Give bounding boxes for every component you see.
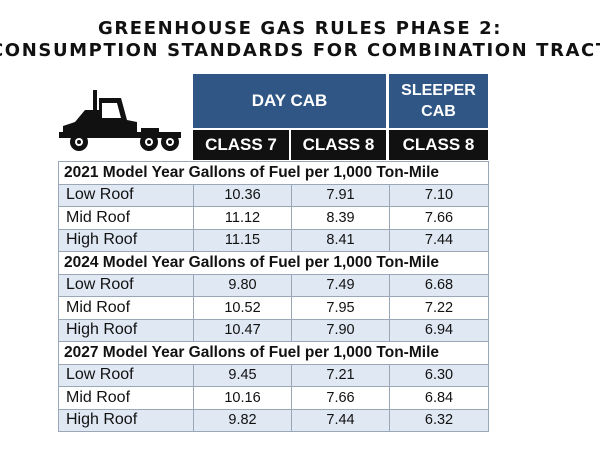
row-label: Mid Roof (58, 386, 194, 410)
header-class-8-day: CLASS 8 (291, 130, 386, 160)
semi-truck-icon (59, 90, 181, 151)
header-sleeper-cab: SLEEPER CAB (389, 74, 488, 128)
table-row: High Roof 11.15 8.41 7.44 (58, 228, 489, 252)
table-row: Low Roof 9.45 7.21 6.30 (58, 363, 489, 387)
row-label: Low Roof (58, 273, 194, 297)
row-label: Low Roof (58, 183, 194, 207)
row-label: Mid Roof (58, 206, 194, 230)
section-title: 2021 Model Year Gallons of Fuel per 1,00… (58, 161, 489, 185)
cell-value: 7.10 (389, 183, 489, 207)
cell-value: 9.82 (193, 408, 292, 432)
cell-value: 7.95 (291, 296, 390, 320)
cell-value: 6.32 (389, 408, 489, 432)
row-label: High Roof (58, 318, 194, 342)
section-title: 2027 Model Year Gallons of Fuel per 1,00… (58, 341, 489, 365)
cell-value: 11.15 (193, 228, 292, 252)
page-title: GREENHOUSE GAS RULES PHASE 2: CONSUMPTIO… (0, 18, 600, 62)
section-header-2021: 2021 Model Year Gallons of Fuel per 1,00… (58, 161, 489, 185)
cell-value: 10.52 (193, 296, 292, 320)
header-class-7-day: CLASS 7 (193, 130, 289, 160)
cell-value: 7.22 (389, 296, 489, 320)
table-row: Mid Roof 11.12 8.39 7.66 (58, 206, 489, 230)
row-label: Low Roof (58, 363, 194, 387)
cell-value: 9.80 (193, 273, 292, 297)
cell-value: 7.44 (291, 408, 390, 432)
section-header-2027: 2027 Model Year Gallons of Fuel per 1,00… (58, 341, 489, 365)
table-row: Mid Roof 10.52 7.95 7.22 (58, 296, 489, 320)
cell-value: 6.68 (389, 273, 489, 297)
title-line-2: CONSUMPTION STANDARDS FOR COMBINATION TR… (0, 40, 600, 61)
table-row: Low Roof 10.36 7.91 7.10 (58, 183, 489, 207)
row-label: Mid Roof (58, 296, 194, 320)
cell-value: 7.90 (291, 318, 390, 342)
cell-value: 11.12 (193, 206, 292, 230)
cell-value: 10.36 (193, 183, 292, 207)
cell-value: 7.21 (291, 363, 390, 387)
cell-value: 10.16 (193, 386, 292, 410)
table-row: Low Roof 9.80 7.49 6.68 (58, 273, 489, 297)
cell-value: 7.66 (389, 206, 489, 230)
header-class-8-sleeper: CLASS 8 (389, 130, 488, 160)
cell-value: 8.39 (291, 206, 390, 230)
fuel-standards-table: 2021 Model Year Gallons of Fuel per 1,00… (58, 161, 489, 432)
section-title: 2024 Model Year Gallons of Fuel per 1,00… (58, 251, 489, 275)
cell-value: 7.66 (291, 386, 390, 410)
cell-value: 10.47 (193, 318, 292, 342)
cell-value: 8.41 (291, 228, 390, 252)
header-day-cab: DAY CAB (193, 74, 386, 128)
cell-value: 7.49 (291, 273, 390, 297)
cell-value: 9.45 (193, 363, 292, 387)
table-row: High Roof 10.47 7.90 6.94 (58, 318, 489, 342)
table-row: Mid Roof 10.16 7.66 6.84 (58, 386, 489, 410)
cell-value: 6.84 (389, 386, 489, 410)
cell-value: 7.44 (389, 228, 489, 252)
row-label: High Roof (58, 228, 194, 252)
cell-value: 6.30 (389, 363, 489, 387)
table-row: High Roof 9.82 7.44 6.32 (58, 408, 489, 432)
cell-value: 7.91 (291, 183, 390, 207)
cell-value: 6.94 (389, 318, 489, 342)
section-header-2024: 2024 Model Year Gallons of Fuel per 1,00… (58, 251, 489, 275)
title-line-1: GREENHOUSE GAS RULES PHASE 2: (97, 18, 503, 39)
row-label: High Roof (58, 408, 194, 432)
